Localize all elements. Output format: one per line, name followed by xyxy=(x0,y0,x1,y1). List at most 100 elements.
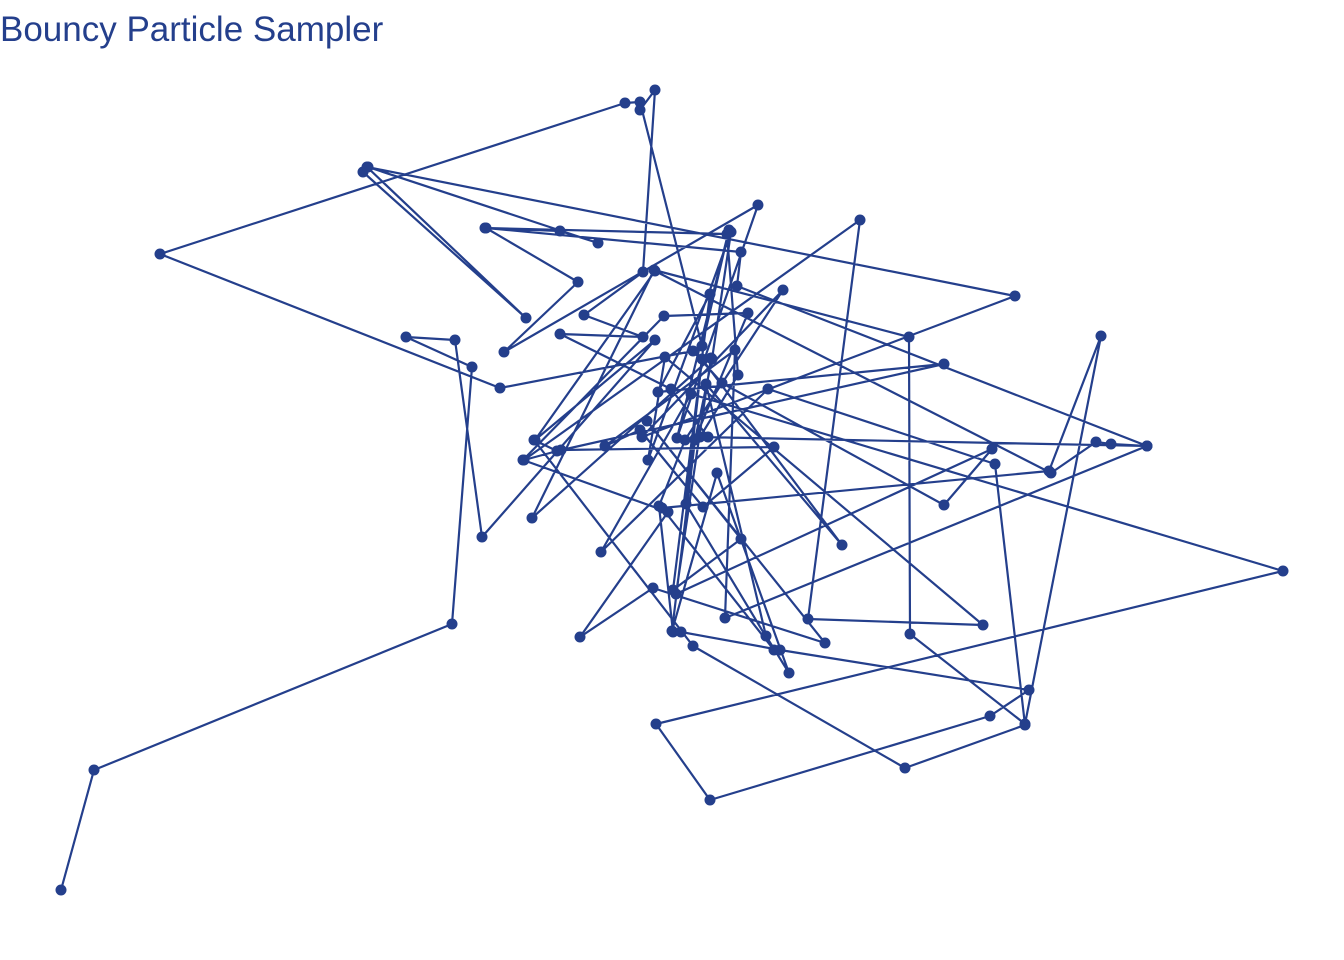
data-point-68 xyxy=(732,369,744,381)
data-point-81 xyxy=(653,500,665,512)
data-point-5 xyxy=(449,334,461,346)
data-point-90 xyxy=(685,388,697,400)
data-point-44 xyxy=(836,539,848,551)
data-point-89 xyxy=(1277,565,1289,577)
data-point-93 xyxy=(989,458,1001,470)
data-point-120 xyxy=(634,104,646,116)
data-point-53 xyxy=(642,454,654,466)
data-point-109 xyxy=(517,454,529,466)
data-point-14 xyxy=(731,280,743,292)
data-point-43 xyxy=(696,353,708,365)
data-point-114 xyxy=(665,383,677,395)
data-point-3 xyxy=(466,361,478,373)
data-point-95 xyxy=(899,762,911,774)
data-point-117 xyxy=(578,309,590,321)
data-point-105 xyxy=(819,637,831,649)
data-point-92 xyxy=(762,383,774,395)
data-point-82 xyxy=(667,626,679,638)
data-point-84 xyxy=(774,644,786,656)
data-point-116 xyxy=(637,331,649,343)
data-point-35 xyxy=(903,331,915,343)
data-point-98 xyxy=(551,445,563,457)
data-point-112 xyxy=(689,433,701,445)
data-point-47 xyxy=(783,667,795,679)
data-point-12 xyxy=(1105,438,1117,450)
data-point-6 xyxy=(476,531,488,543)
data-point-4 xyxy=(400,331,412,343)
data-point-19 xyxy=(752,199,764,211)
data-point-30 xyxy=(986,443,998,455)
data-point-66 xyxy=(1141,440,1153,452)
data-point-102 xyxy=(667,584,679,596)
data-point-118 xyxy=(637,266,649,278)
data-point-33 xyxy=(526,512,538,524)
data-point-115 xyxy=(554,328,566,340)
data-point-69 xyxy=(721,228,733,240)
data-point-70 xyxy=(479,222,491,234)
data-point-80 xyxy=(679,434,691,446)
data-point-71 xyxy=(554,225,566,237)
data-point-61 xyxy=(697,501,709,513)
data-point-56 xyxy=(802,613,814,625)
data-point-64 xyxy=(729,344,741,356)
data-point-107 xyxy=(574,631,586,643)
data-point-79 xyxy=(777,284,789,296)
data-point-17 xyxy=(572,276,584,288)
data-point-78 xyxy=(636,431,648,443)
data-point-29 xyxy=(938,499,950,511)
data-point-23 xyxy=(634,96,646,108)
data-point-55 xyxy=(977,619,989,631)
data-point-97 xyxy=(528,434,540,446)
data-point-75 xyxy=(520,312,532,324)
data-point-108 xyxy=(662,506,674,518)
data-point-22 xyxy=(696,340,708,352)
data-point-63 xyxy=(599,440,611,452)
data-point-77 xyxy=(1009,290,1021,302)
data-point-91 xyxy=(595,546,607,558)
data-point-87 xyxy=(704,794,716,806)
data-point-0 xyxy=(55,884,67,896)
data-point-28 xyxy=(716,377,728,389)
data-point-111 xyxy=(742,307,754,319)
data-point-42 xyxy=(680,498,692,510)
data-point-113 xyxy=(702,431,714,443)
data-point-34 xyxy=(648,264,660,276)
data-point-51 xyxy=(706,353,718,365)
data-point-36 xyxy=(904,628,916,640)
data-point-99 xyxy=(938,358,950,370)
chart-title: Bouncy Particle Sampler xyxy=(0,10,384,49)
data-point-26 xyxy=(494,382,506,394)
series-line xyxy=(59,88,1285,891)
data-point-106 xyxy=(647,582,659,594)
data-point-46 xyxy=(760,630,772,642)
data-point-38 xyxy=(1095,330,1107,342)
data-point-100 xyxy=(652,386,664,398)
data-point-39 xyxy=(1043,465,1055,477)
data-point-103 xyxy=(735,533,747,545)
data-point-18 xyxy=(498,346,510,358)
data-point-86 xyxy=(984,710,996,722)
data-point-45 xyxy=(700,378,712,390)
data-point-1 xyxy=(88,764,100,776)
data-point-60 xyxy=(768,441,780,453)
data-point-54 xyxy=(659,351,671,363)
data-point-2 xyxy=(446,618,458,630)
data-point-57 xyxy=(854,214,866,226)
data-point-119 xyxy=(649,84,661,96)
data-point-85 xyxy=(1023,684,1035,696)
data-point-25 xyxy=(154,248,166,260)
data-point-24 xyxy=(619,97,631,109)
data-point-15 xyxy=(735,246,747,258)
data-point-65 xyxy=(719,612,731,624)
data-point-7 xyxy=(649,334,661,346)
data-point-72 xyxy=(592,237,604,249)
data-point-11 xyxy=(1090,436,1102,448)
data-point-94 xyxy=(1019,719,1031,731)
data-point-88 xyxy=(650,718,662,730)
data-point-27 xyxy=(687,345,699,357)
data-point-83 xyxy=(675,626,687,638)
data-point-104 xyxy=(641,415,653,427)
data-point-110 xyxy=(658,310,670,322)
data-point-48 xyxy=(711,467,723,479)
